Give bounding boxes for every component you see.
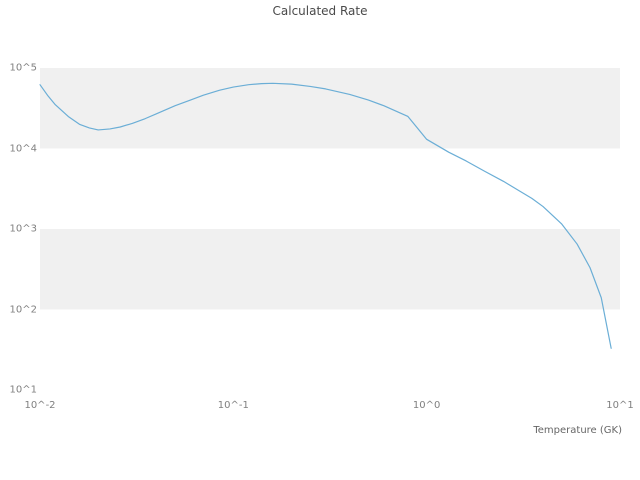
y-tick-label: 10^3 [9, 223, 37, 235]
decade-band [40, 229, 620, 310]
y-tick-label: 10^5 [9, 62, 37, 74]
y-tick-label: 10^2 [9, 304, 37, 315]
y-tick-label: 10^1 [9, 384, 37, 396]
band-group [40, 68, 620, 310]
rate-curve [39, 82, 612, 349]
x-tick-label: 10^1 [606, 400, 634, 411]
decade-band [40, 68, 620, 149]
x-tick-label: 10^0 [412, 400, 441, 411]
chart-title: Calculated Rate [272, 4, 368, 18]
x-tick-label: 10^-2 [24, 400, 56, 411]
y-tick-label: 10^4 [9, 143, 37, 154]
x-axis-label: Temperature (GK) [533, 425, 622, 436]
x-tick-label: 10^-1 [217, 400, 249, 411]
